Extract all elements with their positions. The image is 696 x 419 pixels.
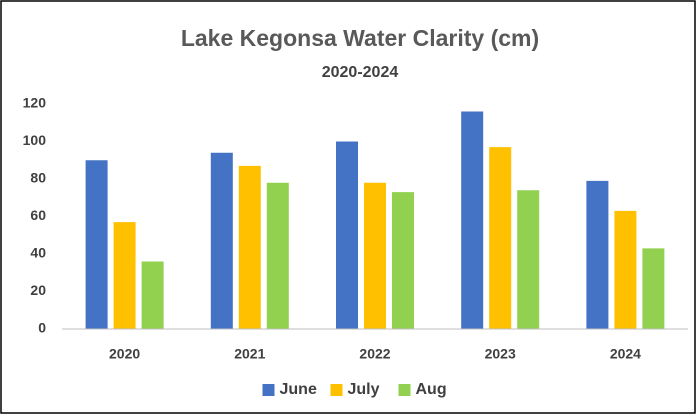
legend-label: June	[280, 381, 317, 398]
y-tick-label: 120	[23, 95, 47, 111]
chart-subtitle: 2020-2024	[322, 64, 399, 81]
legend-label: July	[348, 381, 380, 398]
bar	[517, 190, 540, 329]
x-tick-label: 2024	[610, 346, 641, 362]
bar	[461, 111, 484, 329]
bar	[210, 152, 233, 329]
y-tick-label: 80	[30, 170, 46, 186]
y-tick-label: 100	[23, 132, 47, 148]
bar	[85, 160, 108, 329]
x-tick-label: 2020	[109, 346, 140, 362]
y-tick-label: 20	[30, 282, 46, 298]
y-tick-label: 60	[30, 207, 46, 223]
legend-swatch	[262, 384, 275, 396]
legend-swatch	[398, 384, 411, 396]
x-tick-label: 2021	[234, 346, 265, 362]
x-tick-label: 2022	[359, 346, 390, 362]
bar	[238, 165, 261, 329]
chart-title: Lake Kegonsa Water Clarity (cm)	[181, 25, 539, 51]
bar	[364, 182, 386, 329]
bar	[586, 180, 609, 329]
bar	[392, 192, 414, 329]
legend-label: Aug	[416, 381, 447, 398]
bar	[642, 248, 665, 329]
bar	[489, 147, 512, 329]
x-tick-label: 2023	[485, 346, 516, 362]
bar	[141, 261, 164, 329]
bar	[614, 210, 637, 329]
y-tick-label: 40	[30, 245, 46, 261]
y-tick-label: 0	[38, 320, 46, 336]
bar	[266, 182, 289, 329]
legend-swatch	[330, 384, 343, 396]
bar	[113, 222, 136, 329]
bar	[336, 141, 358, 329]
